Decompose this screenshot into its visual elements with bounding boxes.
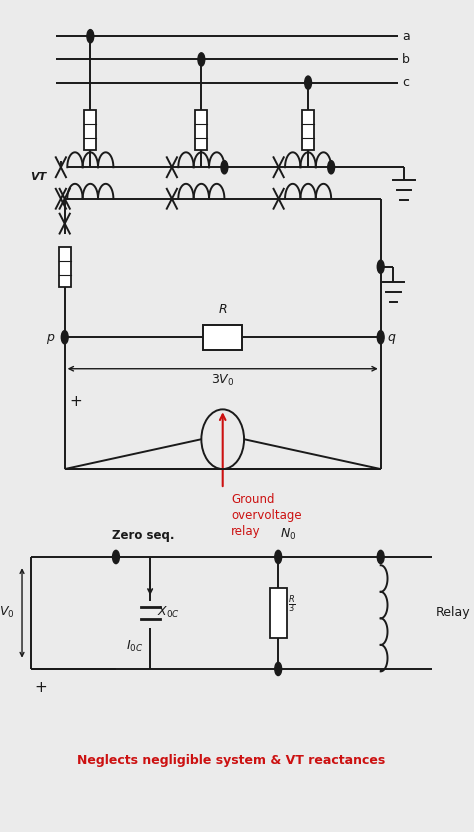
Bar (203, 324, 242, 349)
Circle shape (198, 52, 205, 66)
Text: $V_0$: $V_0$ (0, 606, 15, 621)
Circle shape (377, 330, 384, 344)
Text: Ground
overvoltage
relay: Ground overvoltage relay (231, 493, 302, 538)
Text: +: + (69, 394, 82, 409)
Text: p: p (46, 331, 54, 344)
Text: $N_0$: $N_0$ (280, 527, 297, 542)
Text: c: c (402, 77, 409, 89)
Circle shape (112, 550, 119, 563)
Text: Neglects negligible system & VT reactances: Neglects negligible system & VT reactanc… (77, 754, 385, 766)
Text: +: + (35, 680, 47, 695)
Bar (270, 588, 287, 638)
Text: $X_{0C}$: $X_{0C}$ (156, 606, 179, 621)
Text: $3V_0$: $3V_0$ (211, 373, 235, 388)
Circle shape (61, 330, 68, 344)
Text: VT: VT (30, 172, 47, 182)
Text: Zero seq.: Zero seq. (112, 529, 174, 542)
Circle shape (221, 161, 228, 174)
Text: b: b (402, 53, 410, 66)
Circle shape (377, 260, 384, 274)
Circle shape (275, 662, 282, 676)
Bar (302, 110, 314, 150)
Text: a: a (402, 30, 410, 42)
Circle shape (87, 30, 94, 43)
Text: Relay: Relay (436, 607, 471, 620)
Bar (59, 247, 71, 287)
Text: q: q (387, 331, 395, 344)
Bar (195, 110, 207, 150)
Bar (84, 110, 96, 150)
Circle shape (275, 550, 282, 563)
Circle shape (305, 76, 311, 89)
Text: $R$: $R$ (218, 304, 228, 316)
Circle shape (377, 550, 384, 563)
Text: $I_{0C}$: $I_{0C}$ (127, 639, 144, 654)
Circle shape (328, 161, 335, 174)
Text: $\frac{R}{3}$: $\frac{R}{3}$ (288, 594, 295, 616)
